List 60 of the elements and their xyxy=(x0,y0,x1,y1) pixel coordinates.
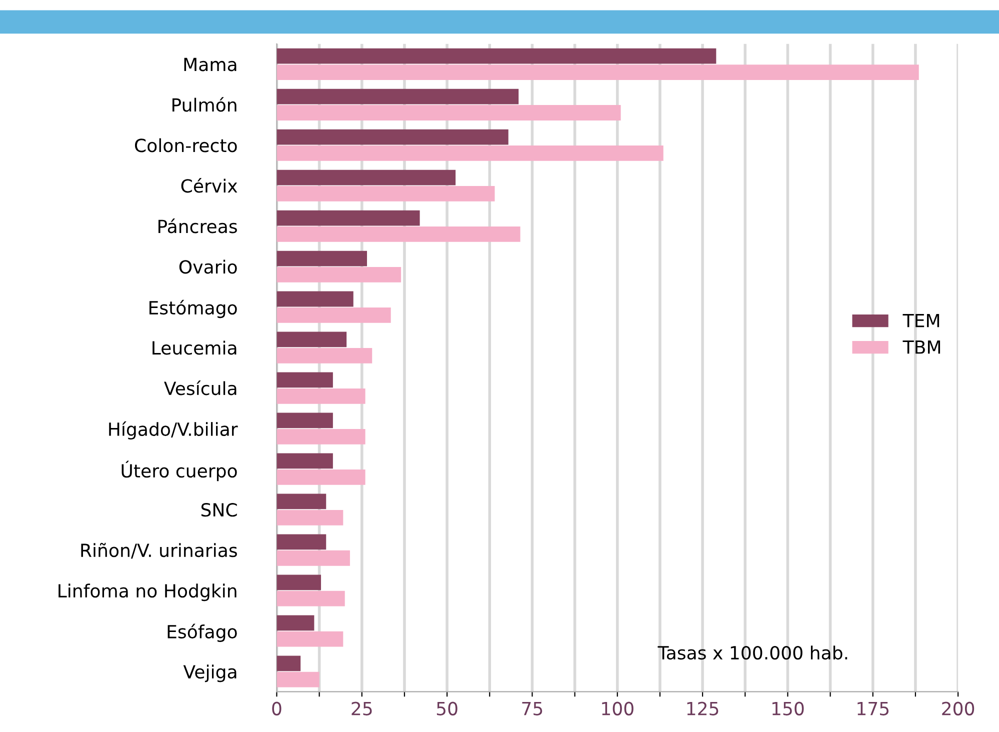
annotation: Tasas x 100.000 hab. xyxy=(658,646,848,660)
x-tick-label: 75 xyxy=(522,702,542,716)
bar xyxy=(276,332,347,348)
y-tick-label: Vesícula xyxy=(164,380,236,396)
bar xyxy=(276,550,350,566)
bar xyxy=(276,412,333,428)
x-tick-label: 125 xyxy=(687,702,718,716)
legend-label: TBM xyxy=(902,340,940,354)
bar xyxy=(276,308,391,323)
y-tick-label: Ovario xyxy=(179,260,237,274)
x-tick-label: 150 xyxy=(772,702,804,716)
bar xyxy=(276,291,354,307)
bar xyxy=(276,615,314,631)
x-tick-label: 200 xyxy=(942,702,974,716)
y-tick-label: Linfoma no Hodgkin xyxy=(58,584,236,602)
bar xyxy=(276,428,366,444)
x-tick-label: 0 xyxy=(272,702,282,716)
bar xyxy=(276,146,664,161)
y-tick-label: Hígado/V.biliar xyxy=(109,421,238,440)
x-tick-label: 50 xyxy=(436,702,458,716)
bar xyxy=(276,510,344,526)
y-tick-label: Pulmón xyxy=(172,97,236,112)
bar xyxy=(276,48,716,64)
y-tick-label: Estómago xyxy=(150,300,237,318)
y-tick-label: Útero cuerpo xyxy=(122,460,237,482)
bar xyxy=(276,631,344,647)
bar xyxy=(276,348,372,364)
bar xyxy=(276,656,301,672)
bar xyxy=(276,88,519,104)
y-tick-label: Colon-recto xyxy=(134,138,237,152)
y-tick-label: Vejiga xyxy=(183,664,236,682)
x-tick-label: 25 xyxy=(352,702,372,716)
y-tick-label: Mama xyxy=(184,58,236,72)
legend-label: TEM xyxy=(902,314,940,328)
bar xyxy=(276,170,456,186)
bar xyxy=(276,672,320,688)
y-tick-label: Leucemia xyxy=(152,340,236,355)
bar xyxy=(276,388,366,404)
x-tick-label: 100 xyxy=(602,702,634,716)
y-tick-label: Cérvix xyxy=(181,178,238,193)
bar xyxy=(276,267,402,282)
bar xyxy=(276,469,366,485)
bar xyxy=(276,105,621,120)
bar xyxy=(276,494,326,510)
y-tick-label: Riñon/V. urinarias xyxy=(81,542,237,559)
bar xyxy=(276,574,322,590)
x-tick-label: 175 xyxy=(858,702,889,716)
bar xyxy=(276,129,508,145)
bar xyxy=(276,453,333,469)
y-tick-label: SNC xyxy=(201,503,237,517)
y-tick-label: Páncreas xyxy=(158,218,237,234)
bar xyxy=(276,210,420,226)
bar xyxy=(276,534,326,550)
bar xyxy=(276,590,345,606)
bar xyxy=(276,372,333,388)
bar xyxy=(276,226,520,242)
bar xyxy=(276,64,919,80)
bar xyxy=(276,250,367,266)
bar xyxy=(276,186,495,202)
y-tick-label: Esófago xyxy=(168,624,237,642)
